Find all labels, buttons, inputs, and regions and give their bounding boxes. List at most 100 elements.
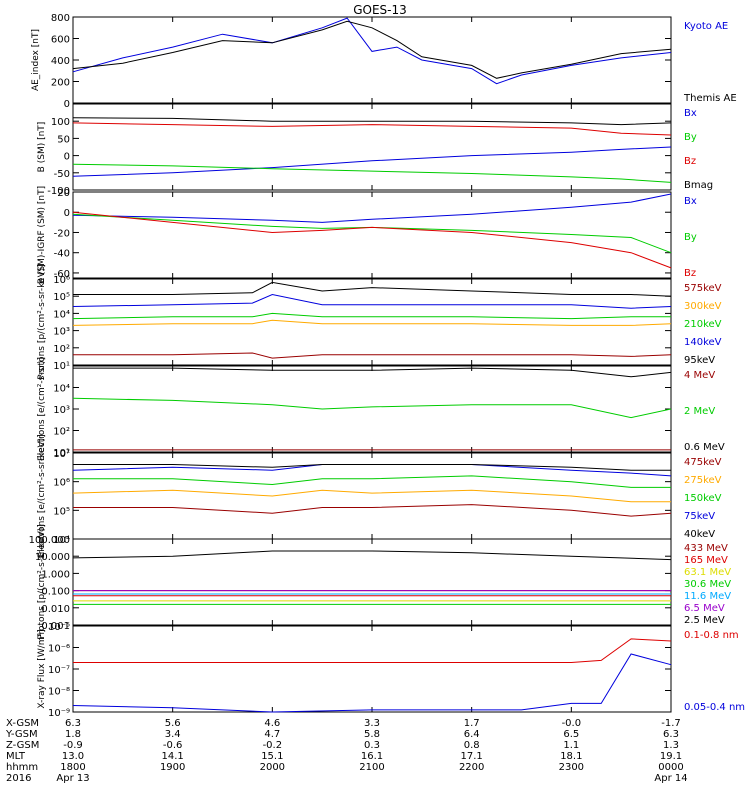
legend-entry: 475keV bbox=[684, 457, 722, 468]
legend-entry: Bmag bbox=[684, 180, 713, 191]
ephem-value: 15.1 bbox=[261, 751, 283, 762]
y-axis-label: B (SM)-IGRF (SM) [nT] bbox=[37, 186, 47, 284]
series-line-575kev bbox=[73, 352, 672, 359]
panel-frame bbox=[72, 16, 672, 104]
ephem-value: 3.3 bbox=[364, 718, 380, 729]
panel-frame bbox=[72, 365, 672, 453]
series-line-275kev bbox=[72, 489, 671, 503]
y-tick-label: 10⁴ bbox=[53, 309, 70, 320]
ephem-row-label: 2016 bbox=[6, 773, 31, 784]
y-tick-label: 100 bbox=[51, 117, 70, 128]
y-tick-label: -40 bbox=[54, 249, 70, 260]
y-tick-label: 10.000 bbox=[35, 552, 70, 563]
ephem-value: 6.4 bbox=[464, 729, 480, 740]
ephem-value: 1900 bbox=[160, 762, 185, 773]
y-tick-label: 10⁻⁷ bbox=[48, 665, 70, 676]
y-tick-label: 10⁻⁹ bbox=[48, 708, 70, 719]
legend-entry: 11.6 MeV bbox=[684, 591, 731, 602]
y-tick-label: 1.000 bbox=[41, 569, 70, 580]
ephem-value: 19.1 bbox=[660, 751, 682, 762]
legend-entry: 4 MeV bbox=[684, 370, 715, 381]
panel-frame bbox=[72, 452, 672, 540]
y-tick-label: -100 bbox=[47, 186, 70, 197]
y-tick-label: 10⁵ bbox=[53, 506, 70, 517]
panel-protons-mage: 10¹ 10² 10³ 10⁴ 10⁵ 10⁶ Protons [p/(cm²-s-sr-k… bbox=[37, 264, 722, 380]
legend-entry: 300keV bbox=[684, 301, 722, 312]
y-tick-label: 10⁷ bbox=[53, 449, 70, 460]
ephem-value: 17.1 bbox=[461, 751, 483, 762]
y-tick-label: 600 bbox=[51, 35, 70, 46]
series-line-by bbox=[72, 163, 672, 183]
series-line-95kev bbox=[73, 281, 672, 297]
y-axis-label: Protons [p/(cm²-s-sr-keV)] bbox=[37, 524, 47, 640]
ephem-row-label: Z-GSM bbox=[6, 740, 39, 751]
y-tick-label: 10³ bbox=[53, 327, 70, 338]
legend-entry: 140keV bbox=[684, 337, 722, 348]
y-tick-label: 0 bbox=[64, 208, 70, 219]
series-line-0.05-0.4-nm bbox=[72, 653, 672, 713]
chart-title: GOES-13 bbox=[353, 3, 407, 17]
y-tick-label: 0.100 bbox=[41, 587, 70, 598]
legend-entry: 0.6 MeV bbox=[684, 442, 725, 453]
y-tick-label: 10² bbox=[53, 344, 70, 355]
series-line-bz bbox=[72, 122, 672, 136]
legend-entry: 275keV bbox=[684, 475, 722, 486]
y-tick-label: 10³ bbox=[53, 405, 70, 416]
ephem-value: 2200 bbox=[459, 762, 484, 773]
y-tick-label: 10⁶ bbox=[53, 275, 70, 286]
series-line-kyoto-ae bbox=[72, 17, 672, 85]
ephem-value: 16.1 bbox=[361, 751, 383, 762]
ephem-value: -0.2 bbox=[263, 740, 283, 751]
ephem-row-label: X-GSM bbox=[6, 718, 39, 729]
y-tick-label: 100.000 bbox=[29, 535, 70, 546]
y-axis-label: AE_index [nT] bbox=[31, 29, 41, 91]
series-line-210kev bbox=[72, 312, 671, 320]
ephem-value: -0.9 bbox=[63, 740, 83, 751]
y-tick-label: 10⁴ bbox=[53, 384, 70, 395]
ephem-value: -1.7 bbox=[661, 718, 681, 729]
panel-protons-mev: 0.001 0.010 0.100 1.000 10.000 100.000Protons… bbox=[29, 524, 732, 640]
y-tick-label: 800 bbox=[51, 13, 70, 24]
y-tick-label: 10⁻⁸ bbox=[48, 687, 70, 698]
legend-entry: 2.5 MeV bbox=[684, 615, 725, 626]
legend-entry: Kyoto AE bbox=[684, 21, 728, 32]
series-line-0.1-0.8-nm bbox=[73, 638, 672, 663]
series-line-75kev bbox=[72, 464, 672, 477]
ephem-row-label: MLT bbox=[6, 751, 26, 762]
legend-entry: Themis AE bbox=[683, 93, 737, 104]
ephem-value: 6.3 bbox=[65, 718, 81, 729]
y-tick-label: 0 bbox=[64, 152, 70, 163]
legend-entry: 210keV bbox=[684, 319, 722, 330]
panel-ae: 0 200 400 600 800 AE_index [nT] Kyoto AE Themis… bbox=[31, 13, 737, 110]
ephem-value: 4.6 bbox=[264, 718, 280, 729]
legend-entry: By bbox=[684, 132, 697, 143]
ephem-value: 13.0 bbox=[62, 751, 84, 762]
ephem-value: 0.8 bbox=[464, 740, 480, 751]
legend-entry: Bz bbox=[684, 268, 696, 279]
series-line-bz bbox=[72, 211, 672, 269]
y-axis-label: B (SM) [nT] bbox=[37, 122, 47, 173]
series-line-bmag bbox=[72, 117, 672, 126]
ephem-value: 6.5 bbox=[563, 729, 579, 740]
y-tick-label: -60 bbox=[54, 269, 70, 280]
ephem-value: 1.8 bbox=[65, 729, 81, 740]
legend-entry: Bz bbox=[684, 156, 696, 167]
ephem-value: Apr 14 bbox=[654, 773, 687, 784]
ephem-value: 3.4 bbox=[165, 729, 181, 740]
legend-entry: Bx bbox=[684, 108, 697, 119]
series-line-bx bbox=[72, 193, 672, 223]
y-tick-label: 10⁶ bbox=[53, 478, 70, 489]
legend-entry: Bx bbox=[684, 196, 697, 207]
series-line-themis-ae bbox=[72, 20, 672, 79]
legend-entry: 30.6 MeV bbox=[684, 579, 731, 590]
legend-entry: 0.1-0.8 nm bbox=[684, 630, 739, 641]
panel-xray: 10⁻⁹ 10⁻⁸ 10⁻⁷ 10⁻⁶ 10⁻⁵X-ray Flux [W/m²] 0.1… bbox=[37, 622, 745, 719]
legend-entry: 6.5 MeV bbox=[684, 603, 725, 614]
panel-frame bbox=[72, 538, 672, 626]
ephem-value: -0.6 bbox=[163, 740, 183, 751]
ephem-value: 6.3 bbox=[663, 729, 679, 740]
panel-bsm-igrf: -60 -40 -20 0 20 B (SM)-IGRF (SM) [nT] Bx By Bz bbox=[37, 186, 697, 284]
ephem-value: 1.7 bbox=[464, 718, 480, 729]
y-tick-label: 50 bbox=[57, 134, 70, 145]
